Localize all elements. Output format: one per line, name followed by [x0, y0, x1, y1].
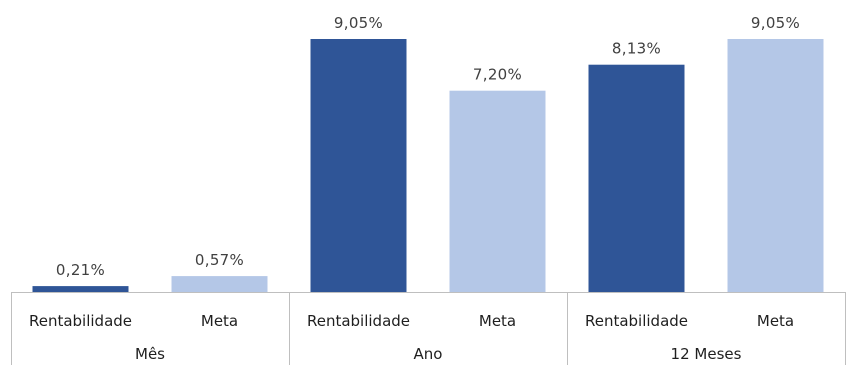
category-label-ano-rentabilidade: Rentabilidade: [307, 312, 410, 330]
category-label-ano-meta: Meta: [479, 312, 516, 330]
category-label-12-meses-meta: Meta: [757, 312, 794, 330]
data-label-ano-meta: 7,20%: [473, 66, 522, 84]
bar-ano-rentabilidade: [310, 39, 407, 292]
bars-layer: [32, 39, 824, 292]
data-labels-layer: 0,21% 0,57% 9,05% 7,20% 8,13% 9,05%: [56, 14, 800, 279]
bar-ano-meta: [449, 90, 546, 292]
data-label-m-s-meta: 0,57%: [195, 251, 244, 269]
data-label-12-meses-rentabilidade: 8,13%: [612, 40, 661, 58]
category-label-m-s-meta: Meta: [201, 312, 238, 330]
bar-12-meses-meta: [727, 39, 824, 292]
data-label-12-meses-meta: 9,05%: [751, 14, 800, 32]
bar-m-s-meta: [171, 276, 268, 292]
group-label-ano: Ano: [414, 345, 443, 363]
group-label-m-s: Mês: [135, 345, 165, 363]
bar-m-s-rentabilidade: [32, 286, 129, 292]
group-label-12-meses: 12 Meses: [671, 345, 742, 363]
bar-12-meses-rentabilidade: [588, 64, 685, 292]
category-label-m-s-rentabilidade: Rentabilidade: [29, 312, 132, 330]
data-label-ano-rentabilidade: 9,05%: [334, 14, 383, 32]
category-label-12-meses-rentabilidade: Rentabilidade: [585, 312, 688, 330]
data-label-m-s-rentabilidade: 0,21%: [56, 261, 105, 279]
